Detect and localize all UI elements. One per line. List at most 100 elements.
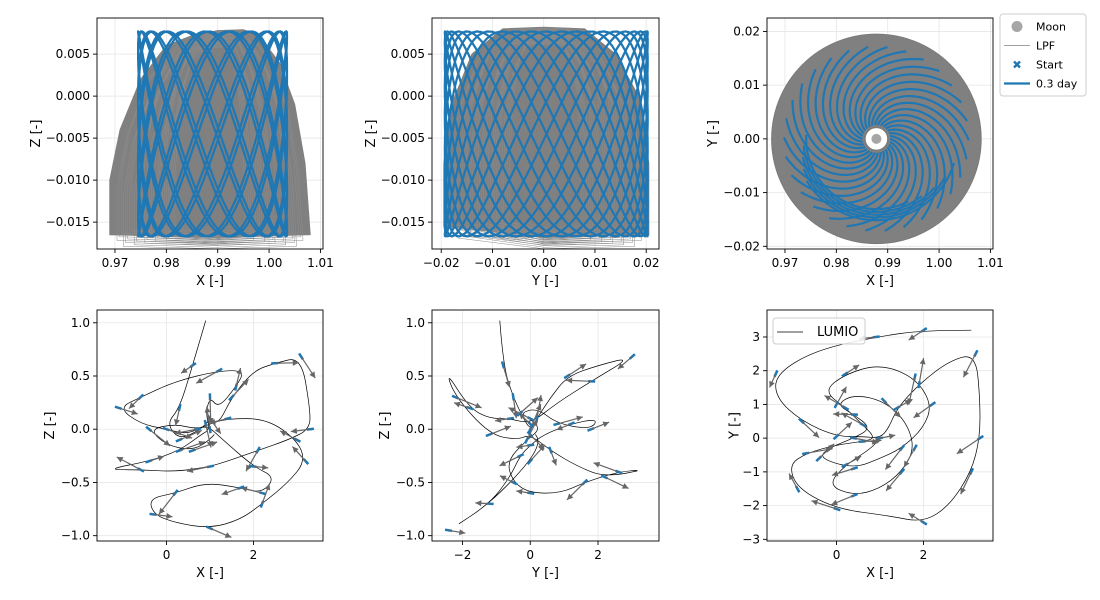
y-tick-label: −0.005 <box>46 131 90 145</box>
arrow-head <box>566 377 573 384</box>
arrow-head <box>854 456 862 462</box>
swirl-arc <box>873 101 968 160</box>
arrow-head <box>831 470 839 477</box>
swirl-arc <box>863 80 963 129</box>
arrow-head <box>290 427 298 434</box>
y-tick-label: 0.0 <box>71 422 90 436</box>
arrow-head <box>852 364 860 371</box>
lumio-trajectory <box>448 320 638 525</box>
plot-area <box>771 33 982 245</box>
y-tick-label: −0.5 <box>396 475 425 489</box>
arrow-head <box>919 358 926 365</box>
axes-frame <box>96 17 324 250</box>
lpf-line <box>157 42 263 241</box>
swirl-arc <box>828 45 869 146</box>
y-tick-label: 0.5 <box>71 369 90 383</box>
arrow-head <box>163 439 170 446</box>
arrow-head <box>174 429 182 436</box>
velocity-arrows <box>444 353 636 536</box>
x-tick-label: 0.97 <box>772 256 799 270</box>
x-tick-label: 0 <box>833 548 841 562</box>
y-tick-label: 0.0 <box>406 422 425 436</box>
arrow-head <box>871 438 879 445</box>
arrow-head <box>166 513 173 519</box>
arrow-head <box>913 411 921 418</box>
y-tick-label: −0.015 <box>46 215 90 229</box>
arrow-head <box>840 386 847 394</box>
arrow-head <box>292 446 299 454</box>
arrow-head <box>833 411 840 418</box>
arrow-head <box>198 440 206 447</box>
x-tick-label: −0.01 <box>474 256 511 270</box>
legend-label: LUMIO <box>817 325 858 340</box>
plot-area <box>768 326 984 526</box>
lpf-line <box>459 38 633 246</box>
y-tick-label: −2 <box>742 499 760 513</box>
arrow-head <box>537 395 543 402</box>
lumio-trajectory <box>775 329 981 521</box>
legend-label: LPF <box>1036 40 1055 53</box>
arrow-head <box>617 362 625 370</box>
swirl-arc <box>867 87 968 128</box>
legend-marker-moon <box>1011 21 1023 32</box>
legend: Moon LPF Start 0.3 day <box>999 13 1087 97</box>
arrow-head <box>116 456 124 463</box>
y-tick-label: −0.5 <box>61 475 90 489</box>
y-tick-label: 0.005 <box>391 47 425 61</box>
y-tick-label: 1 <box>752 397 760 411</box>
arrow-head <box>556 424 564 431</box>
arrow-head <box>845 422 852 429</box>
swirl-arc <box>821 49 866 150</box>
arrow-head <box>827 443 835 451</box>
y-tick-label: 2 <box>752 364 760 378</box>
x-tick-label: 0 <box>163 548 171 562</box>
x-tick-label: 0.99 <box>204 256 231 270</box>
arrow-head <box>196 377 203 384</box>
legend: LUMIO <box>772 317 866 345</box>
arrow-head <box>158 507 165 515</box>
arrow-head <box>811 499 819 506</box>
x-axis-label: X [-] <box>866 566 894 581</box>
axes-frame <box>431 17 660 250</box>
x-tick-label: 0.02 <box>633 256 660 270</box>
y-tick-label: −0.005 <box>381 131 425 145</box>
legend-label: Moon <box>1036 21 1066 34</box>
y-tick-label: 0.01 <box>733 78 760 92</box>
arrow-head <box>495 416 502 423</box>
y-tick-label: −0.010 <box>46 173 90 187</box>
arrow-head <box>888 433 896 440</box>
swirl-arc <box>842 50 907 140</box>
arrow-head <box>812 431 820 438</box>
swirl-arc <box>791 99 876 170</box>
lpf-line <box>161 36 259 234</box>
arrow-head <box>593 462 601 468</box>
lpf-line <box>121 30 299 236</box>
arrow-head <box>174 419 180 426</box>
x-axis-label: X [-] <box>196 274 224 289</box>
plot-area <box>109 29 311 249</box>
y-tick-label: 0.02 <box>733 24 760 38</box>
y-axis-label: Y [-] <box>728 412 743 440</box>
y-tick-label: −0.01 <box>723 186 760 200</box>
x-tick-label: 0 <box>526 548 534 562</box>
y-axis-label: Z [-] <box>364 120 379 148</box>
panel-p6: 0 2 −3 −2 −1 0 1 2 3 X [-] Y [-] LUMIO <box>728 309 994 581</box>
lpf-line <box>146 42 274 243</box>
panel-p1: 0.97 0.98 0.99 1.00 1.01 −0.015 −0.010 −0.005 0.… <box>29 17 334 289</box>
y-axis-label: Y [-] <box>706 120 721 148</box>
swirl-ring <box>802 168 947 219</box>
arrow-head <box>579 363 587 370</box>
lpf-line <box>468 42 624 248</box>
x-axis-label: Y [-] <box>531 274 559 289</box>
moon-marker <box>871 133 882 144</box>
x-tick-label: 1.01 <box>977 256 1004 270</box>
y-tick-label: 0.5 <box>406 369 425 383</box>
swirl-arc <box>848 57 924 137</box>
arrow-head <box>245 464 252 472</box>
arrow-head <box>908 334 916 341</box>
arrow-head <box>789 473 795 481</box>
legend-marker-start <box>1013 60 1021 69</box>
swirl-ring <box>801 156 936 216</box>
arrow-head <box>499 475 507 482</box>
